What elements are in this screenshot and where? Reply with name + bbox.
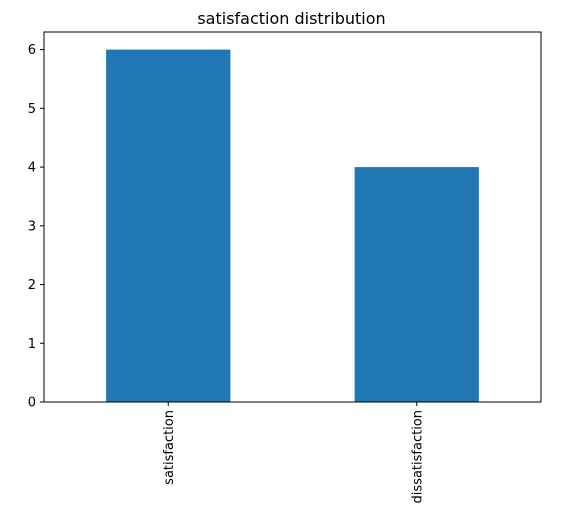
y-tick-label-5: 5: [28, 102, 36, 117]
x-tick-label-dissatisfaction: dissatisfaction: [410, 410, 425, 503]
x-tick-label-satisfaction: satisfaction: [162, 410, 177, 485]
y-tick-label-6: 6: [28, 43, 36, 58]
y-tick-label-3: 3: [28, 219, 36, 234]
y-tick-label-1: 1: [28, 337, 36, 352]
y-tick-label-0: 0: [28, 396, 36, 411]
plot-frame: [43, 31, 542, 403]
y-tick-label-4: 4: [28, 161, 36, 176]
bar-satisfaction: [106, 49, 231, 402]
y-tick-label-2: 2: [28, 278, 36, 293]
chart-title: satisfaction distribution: [197, 9, 385, 28]
plot-area: satisfaction dissatisfaction 0 1 2 3 4 5 6: [28, 31, 542, 503]
bar-dissatisfaction: [354, 167, 479, 402]
